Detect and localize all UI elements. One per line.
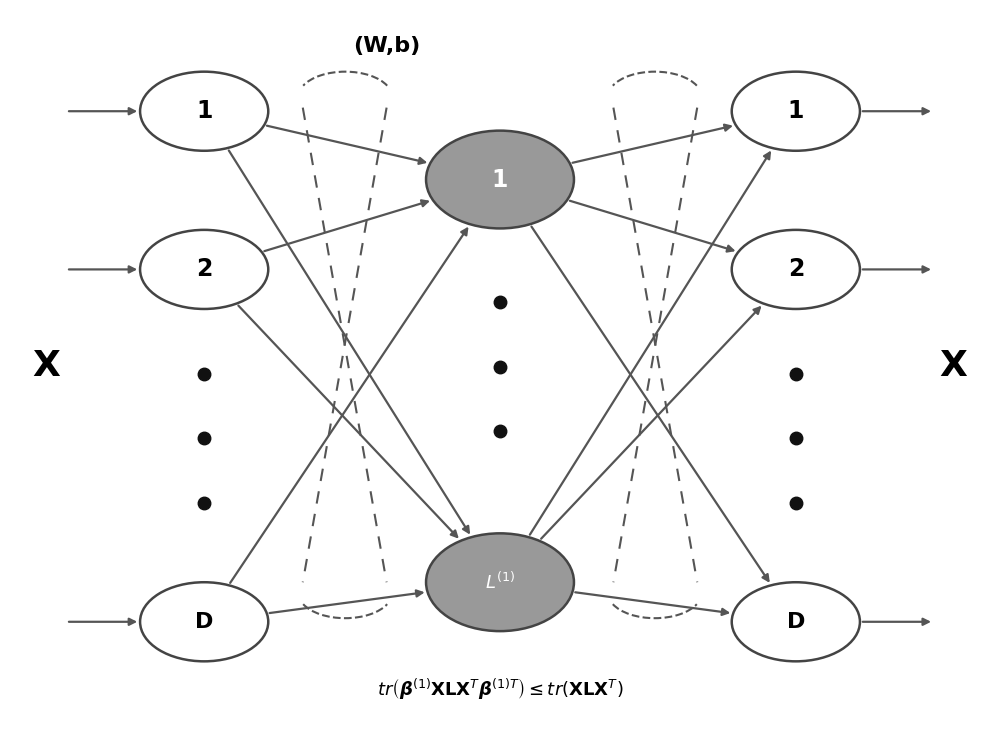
- Text: D: D: [787, 612, 805, 632]
- Ellipse shape: [426, 534, 574, 631]
- Text: $tr\left(\boldsymbol{\beta}^{(1)}\mathbf{XLX}^{T}\boldsymbol{\beta}^{(1)T}\right: $tr\left(\boldsymbol{\beta}^{(1)}\mathbf…: [377, 676, 623, 701]
- Ellipse shape: [732, 72, 860, 151]
- Text: $L^{(1)}$: $L^{(1)}$: [485, 572, 515, 593]
- Ellipse shape: [732, 230, 860, 309]
- Text: 1: 1: [492, 168, 508, 191]
- Text: X: X: [32, 350, 60, 383]
- Ellipse shape: [732, 582, 860, 661]
- Ellipse shape: [140, 230, 268, 309]
- Text: 2: 2: [196, 257, 212, 281]
- Text: 1: 1: [196, 99, 212, 123]
- Ellipse shape: [140, 582, 268, 661]
- Text: 2: 2: [788, 257, 804, 281]
- Text: X: X: [940, 350, 968, 383]
- Text: (W,b): (W,b): [353, 37, 420, 56]
- Text: 1: 1: [788, 99, 804, 123]
- Text: D: D: [195, 612, 213, 632]
- Ellipse shape: [140, 72, 268, 151]
- Ellipse shape: [426, 130, 574, 229]
